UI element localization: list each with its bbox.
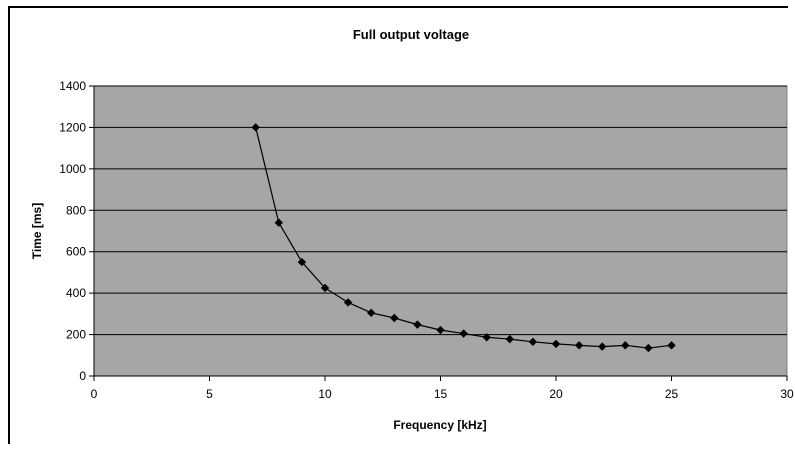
data-point bbox=[667, 341, 676, 350]
data-point bbox=[413, 320, 422, 329]
y-tick-label: 1400 bbox=[59, 79, 86, 93]
data-point bbox=[459, 329, 468, 338]
x-tick-label: 20 bbox=[549, 387, 563, 401]
data-point bbox=[574, 341, 584, 350]
x-tick-label: 30 bbox=[780, 387, 794, 401]
data-point bbox=[528, 337, 538, 347]
y-tick-label: 1000 bbox=[59, 162, 86, 176]
y-tick-label: 1200 bbox=[59, 120, 86, 134]
x-axis-title: Frequency [kHz] bbox=[393, 418, 486, 432]
series bbox=[251, 123, 676, 353]
x-tick-label: 0 bbox=[91, 387, 98, 401]
data-point bbox=[274, 218, 283, 227]
data-point bbox=[436, 325, 445, 335]
x-tick-label: 5 bbox=[206, 387, 213, 401]
data-point bbox=[621, 341, 630, 350]
y-axis-title: Time [ms] bbox=[30, 203, 44, 259]
data-point bbox=[251, 123, 260, 132]
y-axis-ticks: 0 200 400 600 800 1000 1200 1400 bbox=[59, 79, 94, 383]
gridlines bbox=[94, 85, 787, 336]
x-tick-label: 10 bbox=[318, 387, 332, 401]
data-point bbox=[297, 257, 307, 267]
y-tick-label: 200 bbox=[66, 328, 86, 342]
data-point bbox=[482, 333, 491, 342]
data-point bbox=[644, 343, 653, 353]
data-point bbox=[598, 342, 607, 351]
x-axis-ticks: 0 5 10 15 20 25 30 bbox=[91, 376, 794, 401]
data-point bbox=[505, 334, 514, 344]
x-tick-label: 25 bbox=[665, 387, 679, 401]
x-tick-label: 15 bbox=[434, 387, 448, 401]
data-point bbox=[390, 313, 399, 323]
data-point bbox=[343, 298, 353, 307]
y-tick-label: 800 bbox=[66, 203, 86, 217]
y-tick-label: 0 bbox=[79, 369, 86, 383]
y-tick-label: 600 bbox=[66, 245, 86, 259]
data-point bbox=[551, 339, 561, 349]
chart-title: Full output voltage bbox=[353, 27, 469, 42]
data-point bbox=[367, 308, 376, 318]
data-point bbox=[320, 283, 330, 293]
y-tick-label: 400 bbox=[66, 286, 86, 300]
